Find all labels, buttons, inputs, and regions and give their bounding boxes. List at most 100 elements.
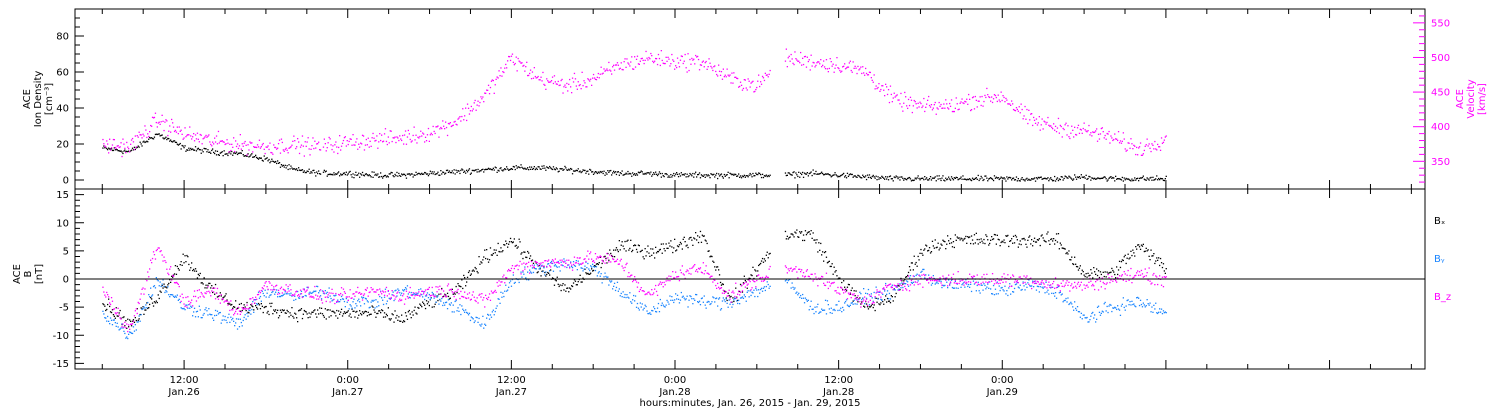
point-density [1072,179,1074,181]
point-density [372,176,374,178]
point-bz [127,330,129,333]
point-density [566,169,568,171]
point-by [785,279,787,281]
point-bx [291,307,293,309]
point-by [864,303,866,305]
point-density [1051,178,1053,181]
point-velocity [1097,133,1100,135]
point-by [619,295,621,297]
point-by [472,318,474,320]
point-velocity [362,135,365,137]
point-bz [133,315,136,317]
point-by [658,311,661,313]
point-density [735,173,737,176]
point-density [907,177,910,179]
point-by [542,270,544,273]
point-velocity [871,79,873,81]
point-density [575,169,577,171]
point-bx [222,297,224,299]
point-velocity [659,64,661,67]
point-velocity [161,114,163,116]
point-density [151,137,153,139]
point-density [417,173,419,175]
point-bx [1056,241,1059,243]
point-bx [425,300,428,302]
point-by [881,299,883,301]
point-density [984,175,986,177]
point-bx [851,287,853,289]
point-density [1033,177,1036,179]
point-density [454,173,456,175]
point-bx [832,273,834,275]
point-velocity [665,56,667,58]
point-by [527,271,529,273]
point-density [668,175,670,177]
point-bz [363,293,366,295]
point-density [145,141,147,143]
point-bz [313,297,315,299]
point-velocity [939,105,941,107]
point-density [720,173,723,175]
point-velocity [1048,124,1050,126]
point-velocity [798,60,800,62]
point-bz [217,298,220,300]
point-velocity [1053,123,1055,125]
point-density [523,168,525,170]
point-velocity [1074,126,1076,128]
point-by [838,300,840,302]
point-velocity [304,141,306,143]
point-density [588,173,590,175]
point-velocity [564,84,566,86]
point-bx [169,279,171,281]
point-bx [192,269,194,272]
point-velocity [227,142,229,144]
point-by [1071,303,1073,305]
point-velocity [924,110,926,113]
point-velocity [1102,131,1104,133]
point-bx [241,309,243,312]
point-velocity [298,141,300,143]
point-density [960,176,962,178]
point-bx [654,257,656,259]
point-velocity [847,66,850,68]
point-by [1127,299,1129,301]
point-by [293,299,295,301]
point-density [1003,177,1005,179]
point-density [418,172,420,174]
point-velocity [606,68,608,70]
point-density [474,169,476,171]
point-density [1075,178,1078,180]
point-by [191,306,193,308]
point-bx [993,233,996,236]
point-density [326,175,328,177]
point-velocity [851,71,853,73]
point-by [134,324,136,326]
point-bx [146,302,148,304]
point-bx [1063,247,1065,250]
point-velocity [1025,118,1027,120]
point-velocity [864,74,866,76]
point-velocity [1086,131,1088,133]
point-bx [1034,241,1037,243]
point-density [1020,178,1022,180]
point-by [149,296,151,298]
point-velocity [504,67,506,69]
point-by [613,282,616,284]
point-by [930,284,933,286]
point-by [596,275,598,277]
point-bz [545,260,547,262]
point-velocity [857,65,859,68]
point-density [176,143,178,145]
point-by [411,294,413,296]
point-bz [219,302,221,304]
point-velocity [162,120,164,122]
point-velocity [327,142,329,144]
point-bx [424,304,426,306]
point-velocity [298,152,301,155]
point-velocity [755,88,757,91]
point-bz [496,281,498,284]
point-bz [471,294,473,296]
point-by [563,258,565,260]
point-density [220,151,222,154]
point-velocity [233,137,235,139]
